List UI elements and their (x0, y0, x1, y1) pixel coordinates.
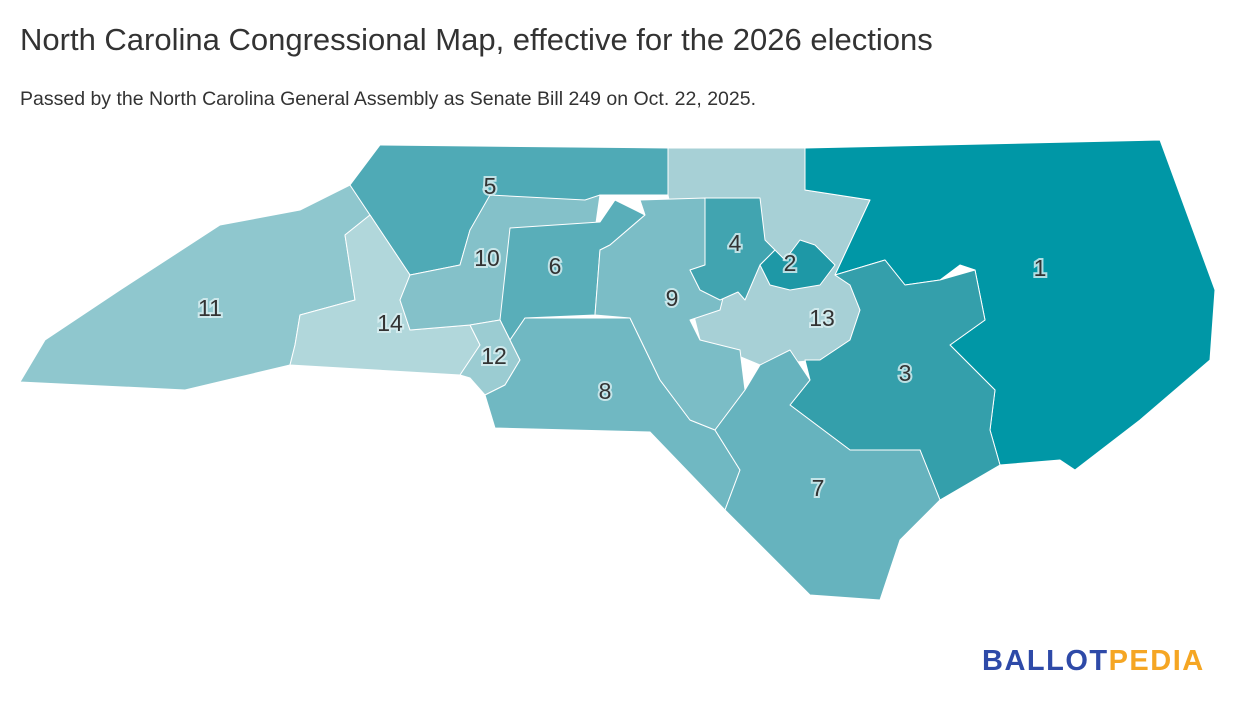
map-subtitle: Passed by the North Carolina General Ass… (20, 88, 757, 110)
district-7-label: 7 (812, 475, 825, 501)
district-2-label: 2 (784, 250, 797, 276)
district-8-label: 8 (599, 378, 612, 404)
ballotpedia-logo: BALLOTPEDIA (982, 645, 1205, 677)
district-4-label: 4 (729, 230, 742, 256)
district-2-shape[interactable] (759, 239, 836, 291)
map-title: North Carolina Congressional Map, effect… (20, 22, 933, 57)
district-3-label: 3 (899, 360, 912, 386)
district-5-label: 5 (484, 173, 497, 199)
district-7-shape[interactable] (714, 349, 941, 601)
district-13-label: 13 (809, 305, 835, 331)
district-9-label: 9 (666, 285, 679, 311)
district-1-label: 1 (1034, 255, 1047, 281)
district-3-shape[interactable] (789, 259, 1001, 501)
district-11-label: 11 (198, 295, 222, 321)
district-4-shape[interactable] (689, 197, 776, 301)
district-14-label: 14 (377, 310, 403, 336)
district-12-label: 12 (481, 343, 507, 369)
district-6-label: 6 (549, 253, 562, 279)
district-10-label: 10 (474, 245, 500, 271)
district-9-shape[interactable] (594, 197, 746, 431)
